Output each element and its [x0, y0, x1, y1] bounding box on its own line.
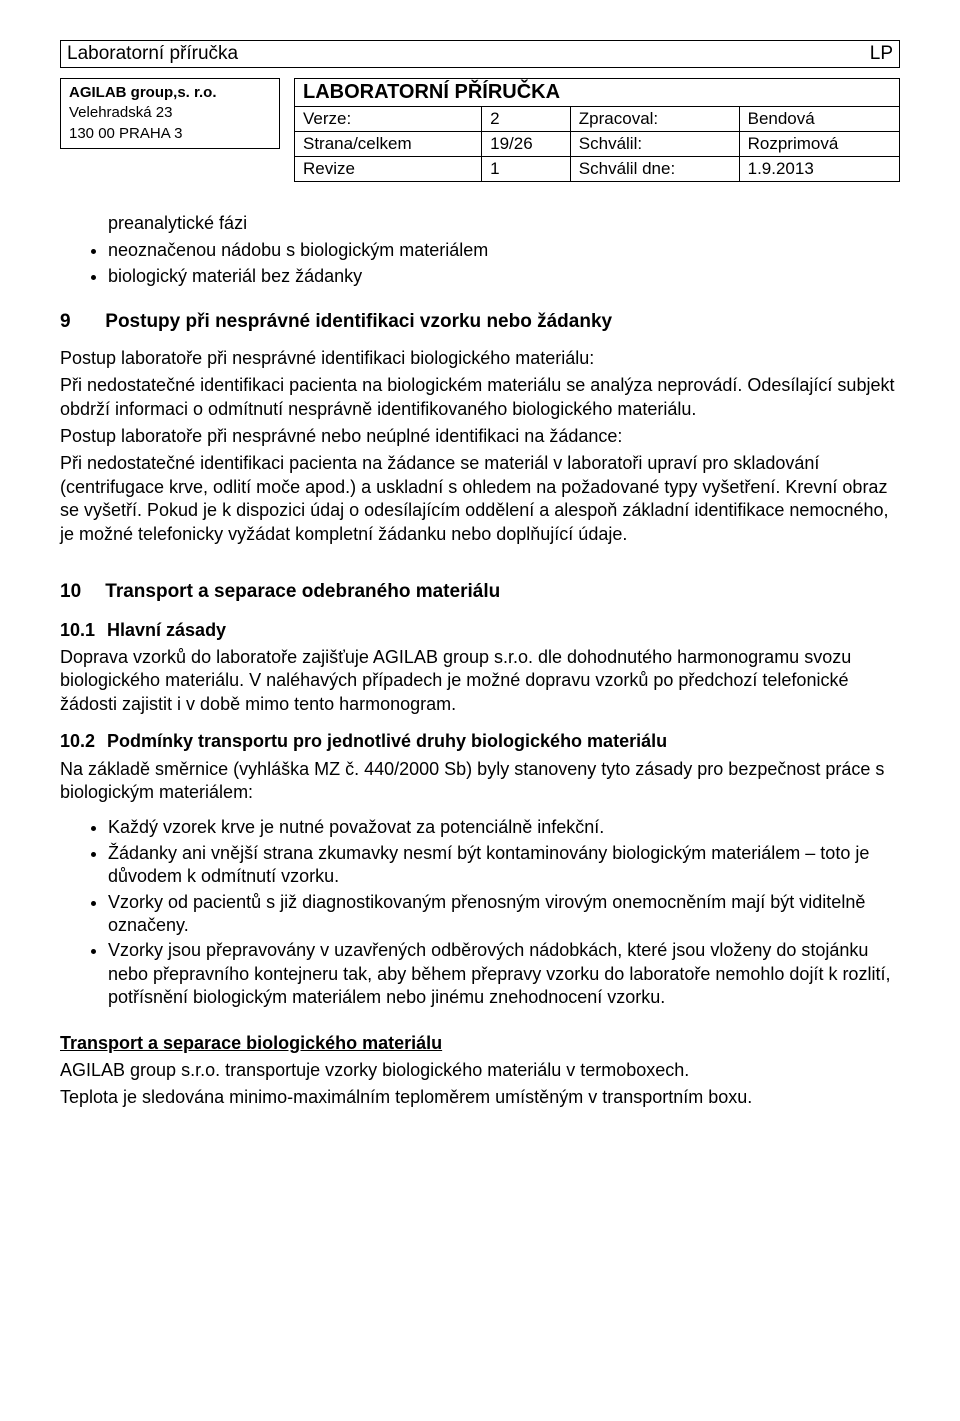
list-item: Vzorky od pacientů s již diagnostikovaný…	[108, 891, 900, 938]
cell: Verze:	[295, 107, 482, 132]
top-bar: Laboratorní příručka LP	[60, 40, 900, 68]
list-item: Každý vzorek krve je nutné považovat za …	[108, 816, 900, 839]
org-addr1: Velehradská 23	[69, 103, 271, 123]
section-9-heading: 9 Postupy při nesprávné identifikaci vzo…	[60, 310, 900, 335]
header-row: AGILAB group,s. r.o. Velehradská 23 130 …	[60, 78, 900, 182]
section-num: 9	[60, 310, 100, 335]
org-box: AGILAB group,s. r.o. Velehradská 23 130 …	[60, 78, 280, 149]
subsection-10-2-heading: 10.2 Podmínky transportu pro jednotlivé …	[60, 730, 900, 753]
section-title: Transport a separace odebraného materiál…	[105, 581, 500, 602]
sub2-lead: Na základě směrnice (vyhláška MZ č. 440/…	[60, 758, 900, 805]
subsection-title: Podmínky transportu pro jednotlivé druhy…	[107, 731, 667, 751]
table-row: Revize 1 Schválil dne: 1.9.2013	[295, 157, 900, 182]
cell: Schválil dne:	[570, 157, 739, 182]
list-item: neoznačenou nádobu s biologickým materiá…	[108, 239, 900, 262]
subsection-title: Hlavní zásady	[107, 620, 226, 640]
sub1-text: Doprava vzorků do laboratoře zajišťuje A…	[60, 646, 900, 716]
bottom-heading-text: Transport a separace biologického materi…	[60, 1033, 442, 1053]
org-name: AGILAB group,s. r.o.	[69, 83, 271, 103]
bottom-heading: Transport a separace biologického materi…	[60, 1032, 900, 1055]
list-item: biologický materiál bez žádanky	[108, 265, 900, 288]
topbar-left: Laboratorní příručka	[67, 43, 238, 65]
cell: Rozprimová	[739, 132, 899, 157]
cell: Revize	[295, 157, 482, 182]
s9-p4: Při nedostatečné identifikaci pacienta n…	[60, 452, 900, 546]
s9-p2: Při nedostatečné identifikaci pacienta n…	[60, 374, 900, 421]
info-title: LABORATORNÍ PŘÍRUČKA	[295, 79, 900, 107]
cell: Strana/celkem	[295, 132, 482, 157]
section-10-heading: 10 Transport a separace odebraného mater…	[60, 580, 900, 605]
cell: 19/26	[482, 132, 571, 157]
cell: 1	[482, 157, 571, 182]
table-row: Strana/celkem 19/26 Schválil: Rozprimová	[295, 132, 900, 157]
bullet-list-top: neoznačenou nádobu s biologickým materiá…	[60, 239, 900, 288]
s9-p3: Postup laboratoře při nesprávné nebo neú…	[60, 425, 900, 448]
info-table: LABORATORNÍ PŘÍRUČKA Verze: 2 Zpracoval:…	[294, 78, 900, 182]
cell: Schválil:	[570, 132, 739, 157]
cell: 2	[482, 107, 571, 132]
org-addr2: 130 00 PRAHA 3	[69, 124, 271, 144]
cell: Zpracoval:	[570, 107, 739, 132]
bullet-list-102: Každý vzorek krve je nutné považovat za …	[60, 816, 900, 1009]
bottom-p2: Teplota je sledována minimo-maximálním t…	[60, 1086, 900, 1109]
table-row: Verze: 2 Zpracoval: Bendová	[295, 107, 900, 132]
s9-p1: Postup laboratoře při nesprávné identifi…	[60, 347, 900, 370]
lead-in-text: preanalytické fázi	[60, 212, 900, 235]
subsection-num: 10.1	[60, 619, 102, 642]
bottom-p1: AGILAB group s.r.o. transportuje vzorky …	[60, 1059, 900, 1082]
list-item: Žádanky ani vnější strana zkumavky nesmí…	[108, 842, 900, 889]
section-num: 10	[60, 580, 100, 605]
cell: 1.9.2013	[739, 157, 899, 182]
section-title: Postupy při nesprávné identifikaci vzork…	[105, 311, 612, 332]
subsection-num: 10.2	[60, 730, 102, 753]
list-item: Vzorky jsou přepravovány v uzavřených od…	[108, 939, 900, 1009]
topbar-right: LP	[870, 43, 893, 65]
cell: Bendová	[739, 107, 899, 132]
subsection-10-1-heading: 10.1 Hlavní zásady	[60, 619, 900, 642]
